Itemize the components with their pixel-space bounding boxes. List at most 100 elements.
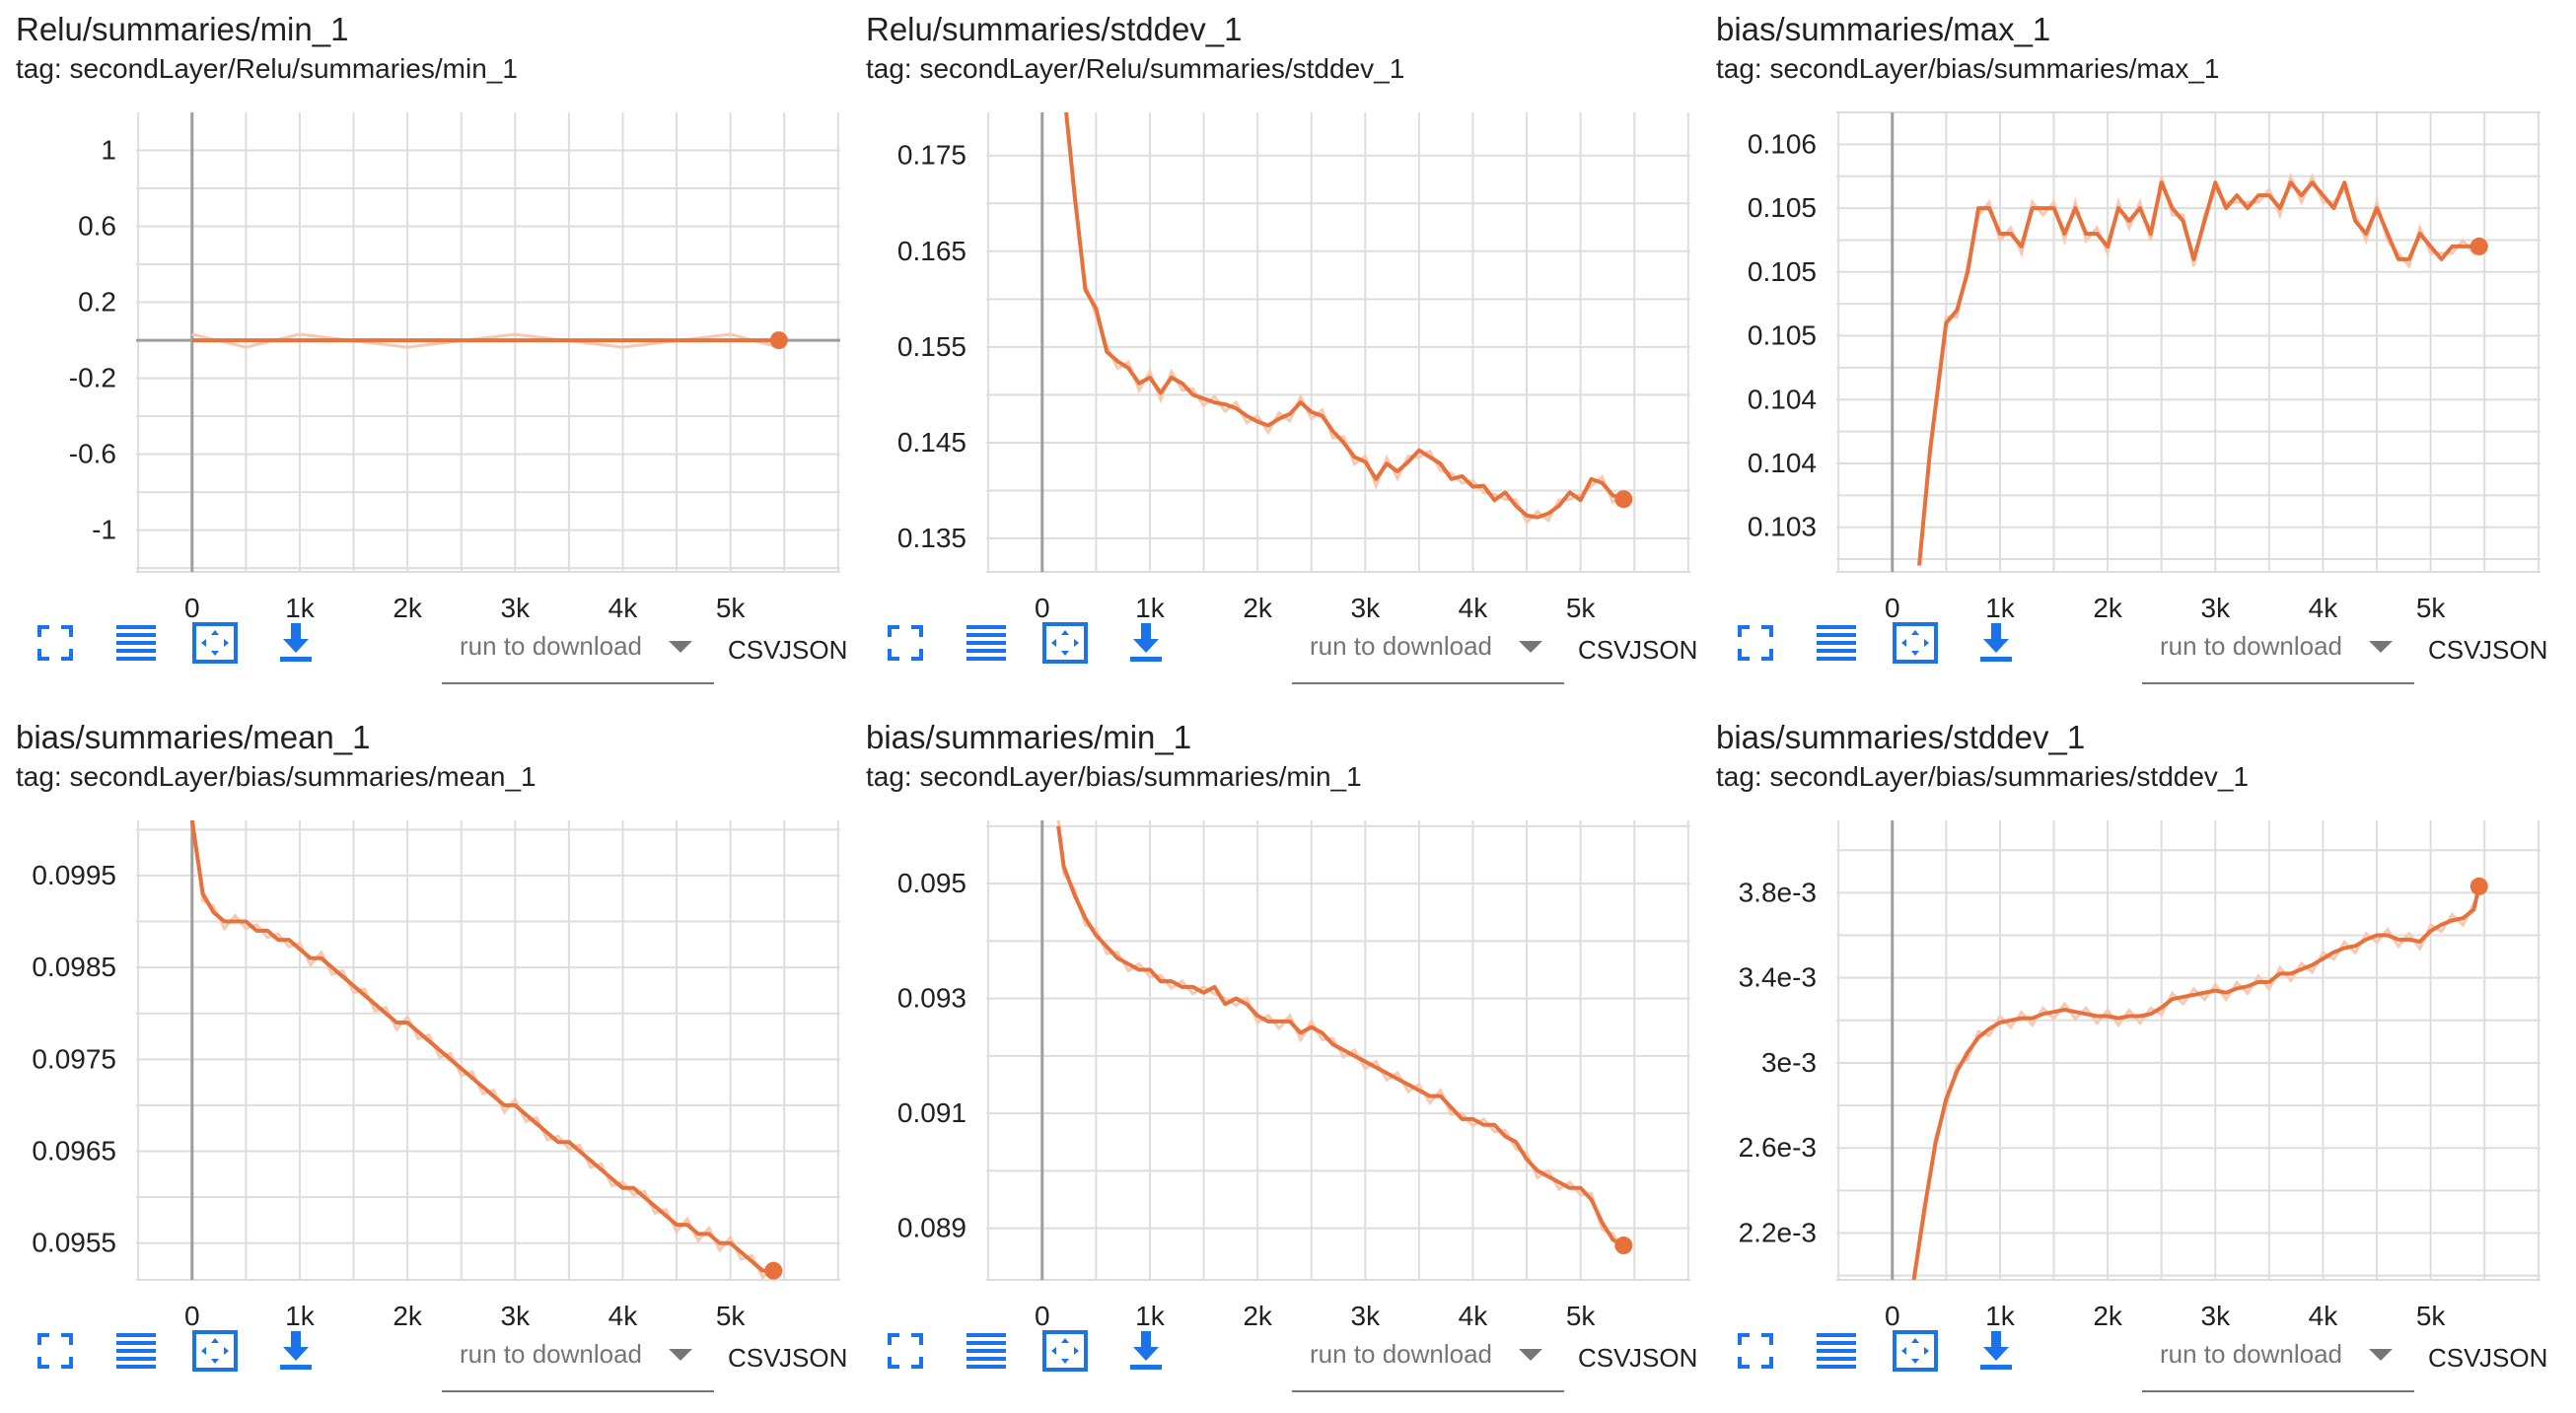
card-title: bias/summaries/mean_1 [16, 719, 371, 755]
chart-toolbar: run to download CSV JSON [850, 1317, 1698, 1396]
card-title: Relu/summaries/stddev_1 [866, 11, 1243, 47]
toggle-log-scale-button[interactable] [108, 1323, 164, 1378]
csv-download-link[interactable]: CSV [2428, 1343, 2481, 1373]
raw-series-line [1056, 820, 1625, 1253]
y-tick-label: 0.155 [897, 331, 966, 362]
fullscreen-button[interactable] [878, 1323, 933, 1378]
y-tick-label: 0.2 [78, 287, 116, 318]
last-point-marker [769, 331, 788, 350]
run-to-download-select[interactable]: run to download [442, 1317, 714, 1392]
y-tick-label: 1 [101, 135, 116, 166]
fit-domain-button[interactable] [1038, 615, 1093, 671]
chart-toolbar: run to download CSV JSON [1700, 1317, 2548, 1396]
json-download-link[interactable]: JSON [1629, 1343, 1698, 1373]
fullscreen-button[interactable] [1728, 1323, 1783, 1378]
toggle-log-scale-icon [966, 625, 1006, 661]
fit-domain-button[interactable] [1038, 1323, 1093, 1378]
download-button[interactable] [268, 1323, 323, 1378]
chart-toolbar: run to download CSV JSON [850, 609, 1698, 688]
y-tick-label: 2.2e-3 [1739, 1218, 1817, 1248]
x-tick-label: 0 [1035, 593, 1050, 623]
x-tick-label: 1k [1135, 593, 1166, 623]
smoothed-series-line [1911, 885, 2481, 1280]
json-download-link[interactable]: JSON [2479, 635, 2548, 665]
last-point-marker [1614, 490, 1633, 509]
run-to-download-select[interactable]: run to download [1292, 609, 1564, 684]
fit-domain-button[interactable] [1888, 1323, 1943, 1378]
toggle-log-scale-icon [1817, 625, 1856, 661]
download-icon [280, 623, 312, 662]
x-tick-label: 5k [2416, 593, 2447, 623]
run-select-placeholder: run to download [1310, 1339, 1493, 1369]
run-to-download-select[interactable]: run to download [2142, 609, 2414, 684]
toggle-log-scale-button[interactable] [1809, 615, 1864, 671]
toggle-log-scale-button[interactable] [959, 615, 1014, 671]
json-download-link[interactable]: JSON [779, 635, 848, 665]
x-tick-label: 0 [1035, 1301, 1050, 1331]
x-tick-label: 0 [184, 1301, 200, 1331]
fullscreen-button[interactable] [28, 1323, 83, 1378]
scalar-chart: 0.0995 0.0985 0.0975 0.0965 0.0955 0 1k 2k 3k 4k 5… [32, 820, 840, 1331]
run-to-download-select[interactable]: run to download [2142, 1317, 2414, 1392]
toggle-log-scale-button[interactable] [108, 615, 164, 671]
last-point-marker [2469, 877, 2488, 895]
y-tick-label: 0.091 [897, 1097, 966, 1128]
y-tick-label: 0.0985 [32, 952, 116, 982]
x-tick-label: 2k [393, 1301, 423, 1331]
run-select-placeholder: run to download [1310, 631, 1493, 661]
json-download-link[interactable]: JSON [2479, 1343, 2548, 1373]
card-title: bias/summaries/stddev_1 [1716, 719, 2086, 755]
y-tick-label: 3.4e-3 [1739, 962, 1817, 993]
scalar-chart: 0.175 0.165 0.155 0.145 0.135 0 1k 2k 3k 4k 5k [897, 112, 1690, 623]
x-tick-label: 3k [1351, 1301, 1382, 1331]
toggle-log-scale-button[interactable] [959, 1323, 1014, 1378]
card-tag: tag: secondLayer/Relu/summaries/min_1 [16, 53, 518, 84]
chevron-down-icon [2369, 1349, 2393, 1361]
y-tick-label: 0.165 [897, 236, 966, 266]
card-tag: tag: secondLayer/bias/summaries/min_1 [866, 761, 1362, 792]
chart-toolbar: run to download CSV JSON [0, 1317, 848, 1396]
scalar-card: bias/summaries/stddev_1 tag: secondLayer/… [1700, 708, 2548, 1398]
csv-download-link[interactable]: CSV [2428, 635, 2481, 665]
scalar-chart: 3.8e-3 3.4e-3 3e-3 2.6e-3 2.2e-3 0 1k 2k 3k 4k 5k [1739, 820, 2540, 1331]
json-download-link[interactable]: JSON [779, 1343, 848, 1373]
download-icon [280, 1331, 312, 1370]
scalar-card: bias/summaries/max_1 tag: secondLayer/bia… [1700, 0, 2548, 690]
download-icon [1980, 623, 2012, 662]
toggle-log-scale-icon [116, 1333, 156, 1369]
y-tick-label: 0.6 [78, 211, 116, 242]
x-tick-label: 1k [1135, 1301, 1166, 1331]
toggle-log-scale-button[interactable] [1809, 1323, 1864, 1378]
x-tick-label: 4k [1459, 1301, 1489, 1331]
run-to-download-select[interactable]: run to download [442, 609, 714, 684]
download-button[interactable] [1118, 1323, 1174, 1378]
chart-toolbar: run to download CSV JSON [1700, 609, 2548, 688]
fullscreen-button[interactable] [28, 615, 83, 671]
x-tick-label: 2k [2093, 1301, 2123, 1331]
fit-domain-button[interactable] [187, 615, 243, 671]
csv-download-link[interactable]: CSV [728, 635, 781, 665]
y-tick-label: 0.095 [897, 868, 966, 898]
csv-download-link[interactable]: CSV [1578, 1343, 1631, 1373]
card-tag: tag: secondLayer/bias/summaries/stddev_1 [1716, 761, 2250, 792]
raw-series-line [1912, 892, 2481, 1275]
fullscreen-button[interactable] [1728, 615, 1783, 671]
fullscreen-button[interactable] [878, 615, 933, 671]
fit-domain-button[interactable] [1888, 615, 1943, 671]
download-button[interactable] [1118, 615, 1174, 671]
csv-download-link[interactable]: CSV [1578, 635, 1631, 665]
y-tick-label: 0.093 [897, 983, 966, 1014]
chevron-down-icon [669, 1349, 692, 1361]
smoothed-series-line [1064, 112, 1624, 520]
x-tick-label: 4k [608, 593, 639, 623]
download-button[interactable] [268, 615, 323, 671]
download-button[interactable] [1968, 615, 2024, 671]
download-button[interactable] [1968, 1323, 2024, 1378]
x-tick-label: 3k [2201, 1301, 2232, 1331]
json-download-link[interactable]: JSON [1629, 635, 1698, 665]
x-tick-label: 0 [1885, 593, 1900, 623]
csv-download-link[interactable]: CSV [728, 1343, 781, 1373]
run-to-download-select[interactable]: run to download [1292, 1317, 1564, 1392]
fit-domain-button[interactable] [187, 1323, 243, 1378]
x-tick-label: 4k [608, 1301, 639, 1331]
